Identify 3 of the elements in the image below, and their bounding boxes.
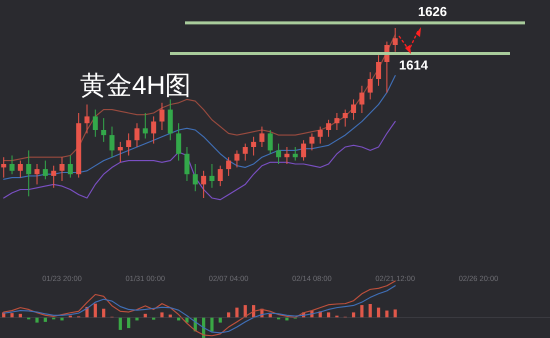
text: 1626: [418, 4, 447, 19]
text: 黄金4H图: [80, 70, 192, 100]
annotation: 1614: [399, 58, 429, 72]
